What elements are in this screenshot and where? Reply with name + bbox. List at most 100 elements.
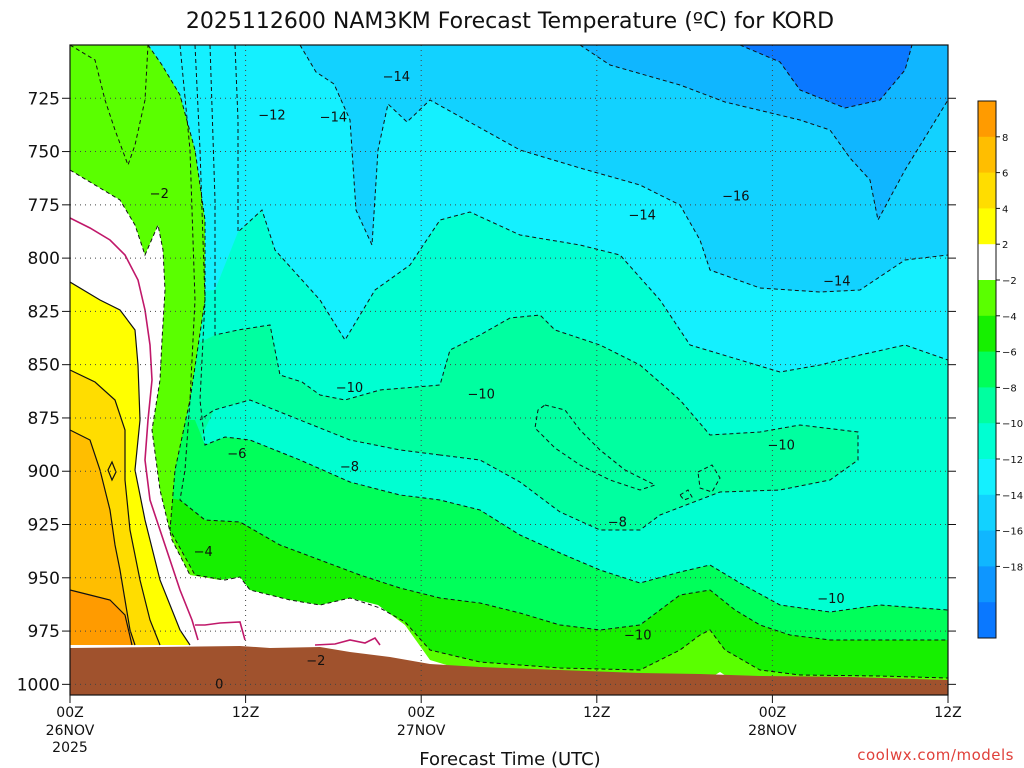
colorbar-swatch <box>978 172 996 209</box>
colorbar-swatch <box>978 459 996 496</box>
colorbar-label: 4 <box>1002 204 1008 215</box>
freezing-line-left <box>70 217 199 641</box>
chart-title: 2025112600 NAM3KM Forecast Temperature (… <box>186 9 834 34</box>
contour-m8-island <box>534 404 657 491</box>
x-tick-label: 00Z <box>759 705 786 721</box>
y-tick-label: 800 <box>28 249 60 269</box>
band-m8-island <box>535 405 655 490</box>
contour-m10-small <box>697 464 721 493</box>
y-tick-label: 950 <box>28 569 60 589</box>
colorbar-frame <box>977 100 997 639</box>
credit-link[interactable]: coolwx.com/models <box>857 746 1014 764</box>
contour-label: −14 <box>320 110 347 125</box>
colorbar-swatch <box>978 244 996 281</box>
y-tick-label: 1000 <box>17 675 60 695</box>
x-tick-label: 12Z <box>583 705 610 721</box>
contour-p8 <box>70 589 133 646</box>
contour-label: −14 <box>823 275 850 290</box>
y-tick-label: 775 <box>28 196 60 216</box>
dashed-contours <box>70 45 948 679</box>
contour-label: −8 <box>608 515 627 530</box>
contour-p2 <box>70 281 191 646</box>
colorbar-swatch <box>978 530 996 567</box>
contour-m12 <box>234 45 948 373</box>
colorbar-swatch <box>978 351 996 388</box>
contour-m2-left <box>70 169 191 576</box>
contour-label: −10 <box>467 388 494 403</box>
colorbar-swatch <box>978 280 996 317</box>
colorbar-swatch <box>978 602 996 639</box>
colorbar-label: −4 <box>1002 312 1017 323</box>
colorbar-swatch <box>978 494 996 532</box>
colorbar-label: −12 <box>1002 455 1023 466</box>
y-tick-label: 850 <box>28 356 60 376</box>
x-tick-label: 00Z <box>407 705 434 721</box>
contour-label: −16 <box>722 189 749 204</box>
y-tick-label: 750 <box>28 143 60 163</box>
contour-label: 0 <box>215 677 223 692</box>
contour-labels: −14 −12 −14 −14 −16 −14 −2 −10 −10 −10 −6 −8 −8 −4 −10… <box>150 70 851 692</box>
contour-label: −12 <box>258 108 285 123</box>
y-tick-label: 925 <box>28 516 60 536</box>
contour-m4 <box>147 45 948 679</box>
contour-label: −6 <box>227 447 246 462</box>
contour-label: −10 <box>767 439 794 454</box>
colorbar-label: −18 <box>1002 562 1023 573</box>
colorbar-swatch <box>978 208 996 245</box>
band-m18 <box>740 45 912 108</box>
colorbar-swatch <box>978 101 996 138</box>
y-tick-label: 725 <box>28 89 60 109</box>
freezing-line <box>70 217 381 646</box>
contour-m18 <box>739 45 913 109</box>
colorbar-label: −2 <box>1002 276 1017 287</box>
contour-m6 <box>179 45 948 641</box>
x-tick-label: 12Z <box>934 705 961 721</box>
y-axis: 725 750 775 800 825 850 875 900 925 950 975 1000 <box>17 89 956 695</box>
colorbar-swatch <box>978 315 996 353</box>
contour-m14 <box>299 45 948 293</box>
x-axis-title: Forecast Time (UTC) <box>419 749 600 768</box>
contour-label: −10 <box>336 381 363 396</box>
x-tick-label: 12Z <box>232 705 259 721</box>
contour-label: −2 <box>150 187 169 202</box>
colorbar-label: 6 <box>1002 169 1008 180</box>
plot-area: −14 −12 −14 −14 −16 −14 −2 −10 −10 −10 −6 −8 −8 −4 −10… <box>70 45 948 695</box>
contour-label: −2 <box>306 654 325 669</box>
x-tick-date: 27NOV <box>397 723 446 739</box>
band-p6 <box>70 430 135 645</box>
colorbar-swatch <box>978 387 996 424</box>
colorbar-swatch <box>978 423 996 460</box>
contour-label: −10 <box>624 628 651 643</box>
contour-p6-inner <box>107 460 117 482</box>
freezing-line-bump <box>314 636 381 646</box>
freezing-line-bottom <box>195 621 246 641</box>
contour-label: −8 <box>340 460 359 475</box>
grid <box>70 45 948 695</box>
colorbar-label: 2 <box>1002 240 1008 251</box>
colorbar-label: −16 <box>1002 527 1023 538</box>
x-tick-label: 00Z <box>56 705 83 721</box>
contour-m2-upper <box>70 45 149 167</box>
band-m8 <box>70 315 858 530</box>
contour-label: −10 <box>817 592 844 607</box>
contour-p4 <box>70 369 161 646</box>
contour-m2-small <box>679 489 693 501</box>
contour-m8 <box>194 45 948 613</box>
contour-m10 <box>209 45 859 531</box>
y-tick-label: 825 <box>28 302 60 322</box>
x-tick-year: 2025 <box>52 740 88 756</box>
contour-label: −14 <box>383 70 410 85</box>
colorbar-label: −8 <box>1002 383 1017 394</box>
y-tick-label: 975 <box>28 622 60 642</box>
colorbar-label: 8 <box>1002 133 1008 144</box>
terrain <box>70 646 948 695</box>
y-tick-label: 900 <box>28 462 60 482</box>
contour-label: −4 <box>194 545 213 560</box>
grid-vertical <box>245 45 773 695</box>
colorbar: 8 6 4 2 −2 −4 −6 −8 −10 −12 −14 −16 −18 <box>977 100 1023 639</box>
colorbar-label: −14 <box>1002 491 1023 502</box>
contour-m16 <box>579 45 948 222</box>
plot-frame <box>69 44 949 696</box>
